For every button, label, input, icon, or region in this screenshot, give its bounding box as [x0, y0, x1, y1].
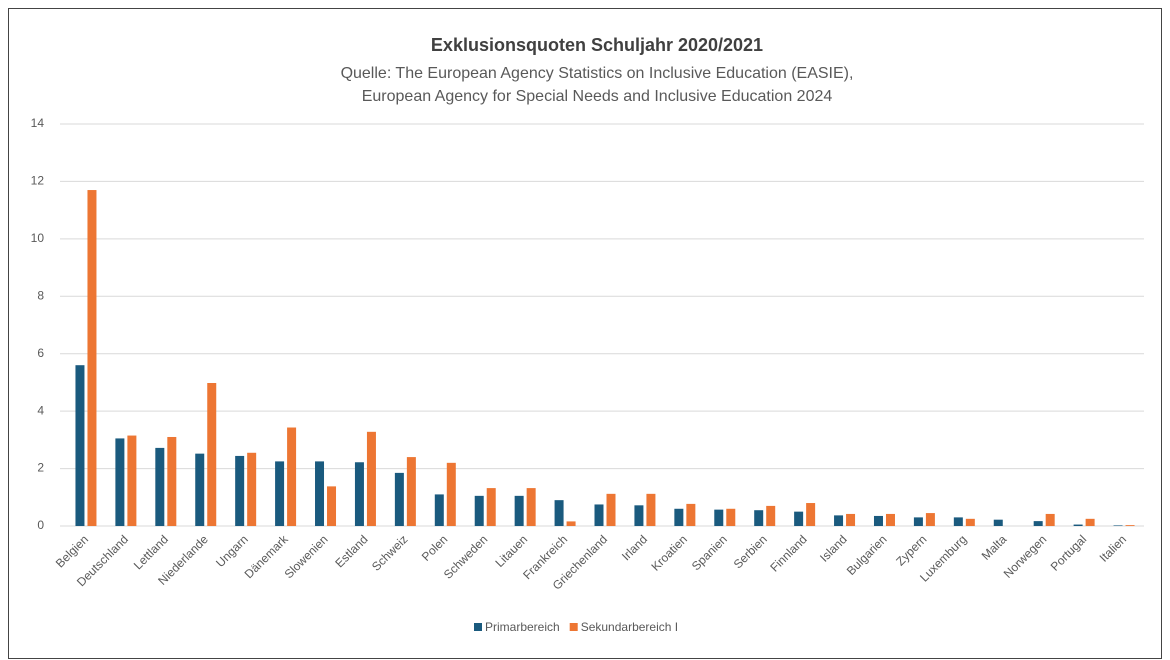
bar: [406, 457, 416, 526]
bar: [526, 488, 536, 526]
bar: [1113, 525, 1123, 526]
bar: [566, 521, 576, 526]
bar: [486, 488, 496, 526]
bar: [235, 455, 245, 526]
bar: [75, 365, 85, 526]
bar: [806, 503, 816, 526]
bar: [195, 453, 205, 526]
bar: [993, 519, 1003, 526]
bar: [287, 427, 297, 526]
bar: [634, 505, 644, 526]
bar: [87, 190, 97, 527]
bar: [794, 511, 804, 526]
bar: [1045, 513, 1055, 526]
bar: [327, 486, 337, 526]
bar: [354, 462, 364, 526]
y-tick-label: 4: [37, 403, 44, 417]
bar: [714, 509, 724, 526]
chart-title: Exklusionsquoten Schuljahr 2020/2021: [431, 35, 763, 55]
y-tick-label: 2: [37, 461, 44, 475]
bar: [766, 505, 776, 526]
bar: [1033, 521, 1043, 526]
y-tick-label: 6: [37, 346, 44, 360]
chart-border: [8, 8, 1162, 659]
bar: [247, 452, 257, 526]
bar: [953, 517, 963, 526]
bar: [127, 435, 137, 526]
bar: [834, 515, 844, 526]
bar: [913, 517, 923, 526]
bar: [315, 461, 325, 526]
bar: [1073, 524, 1083, 526]
bar: [1125, 525, 1135, 526]
y-tick-label: 8: [37, 288, 44, 302]
bar: [207, 383, 217, 526]
bar: [514, 495, 524, 526]
chart-subtitle: Quelle: The European Agency Statistics o…: [341, 65, 854, 82]
bar: [686, 503, 696, 526]
bar: [474, 495, 484, 526]
bar: [366, 431, 376, 526]
legend-label: Primarbereich: [485, 620, 560, 634]
chart-subtitle: European Agency for Special Needs and In…: [362, 88, 833, 105]
bar: [846, 513, 856, 526]
bar: [167, 436, 177, 526]
bar: [885, 513, 895, 526]
y-tick-label: 10: [31, 231, 45, 245]
bar: [394, 472, 404, 526]
bar: [674, 508, 684, 526]
bar: [606, 493, 616, 526]
y-tick-label: 0: [37, 518, 44, 532]
legend-swatch: [474, 623, 482, 631]
bar: [925, 513, 935, 526]
bar: [155, 447, 165, 526]
bar: [726, 508, 736, 526]
bar: [554, 500, 564, 526]
bar: [873, 515, 883, 526]
bar: [965, 518, 975, 526]
bar: [446, 462, 456, 526]
bar: [434, 494, 444, 526]
bar: [1085, 518, 1095, 526]
legend-swatch: [569, 623, 578, 631]
bar: [754, 510, 764, 526]
legend-label: Sekundarbereich I: [581, 620, 678, 634]
bar: [646, 493, 656, 526]
y-tick-label: 14: [31, 116, 45, 130]
bar: [594, 504, 604, 526]
bar: [275, 461, 285, 526]
bar: [115, 438, 125, 526]
y-tick-label: 12: [31, 174, 45, 188]
